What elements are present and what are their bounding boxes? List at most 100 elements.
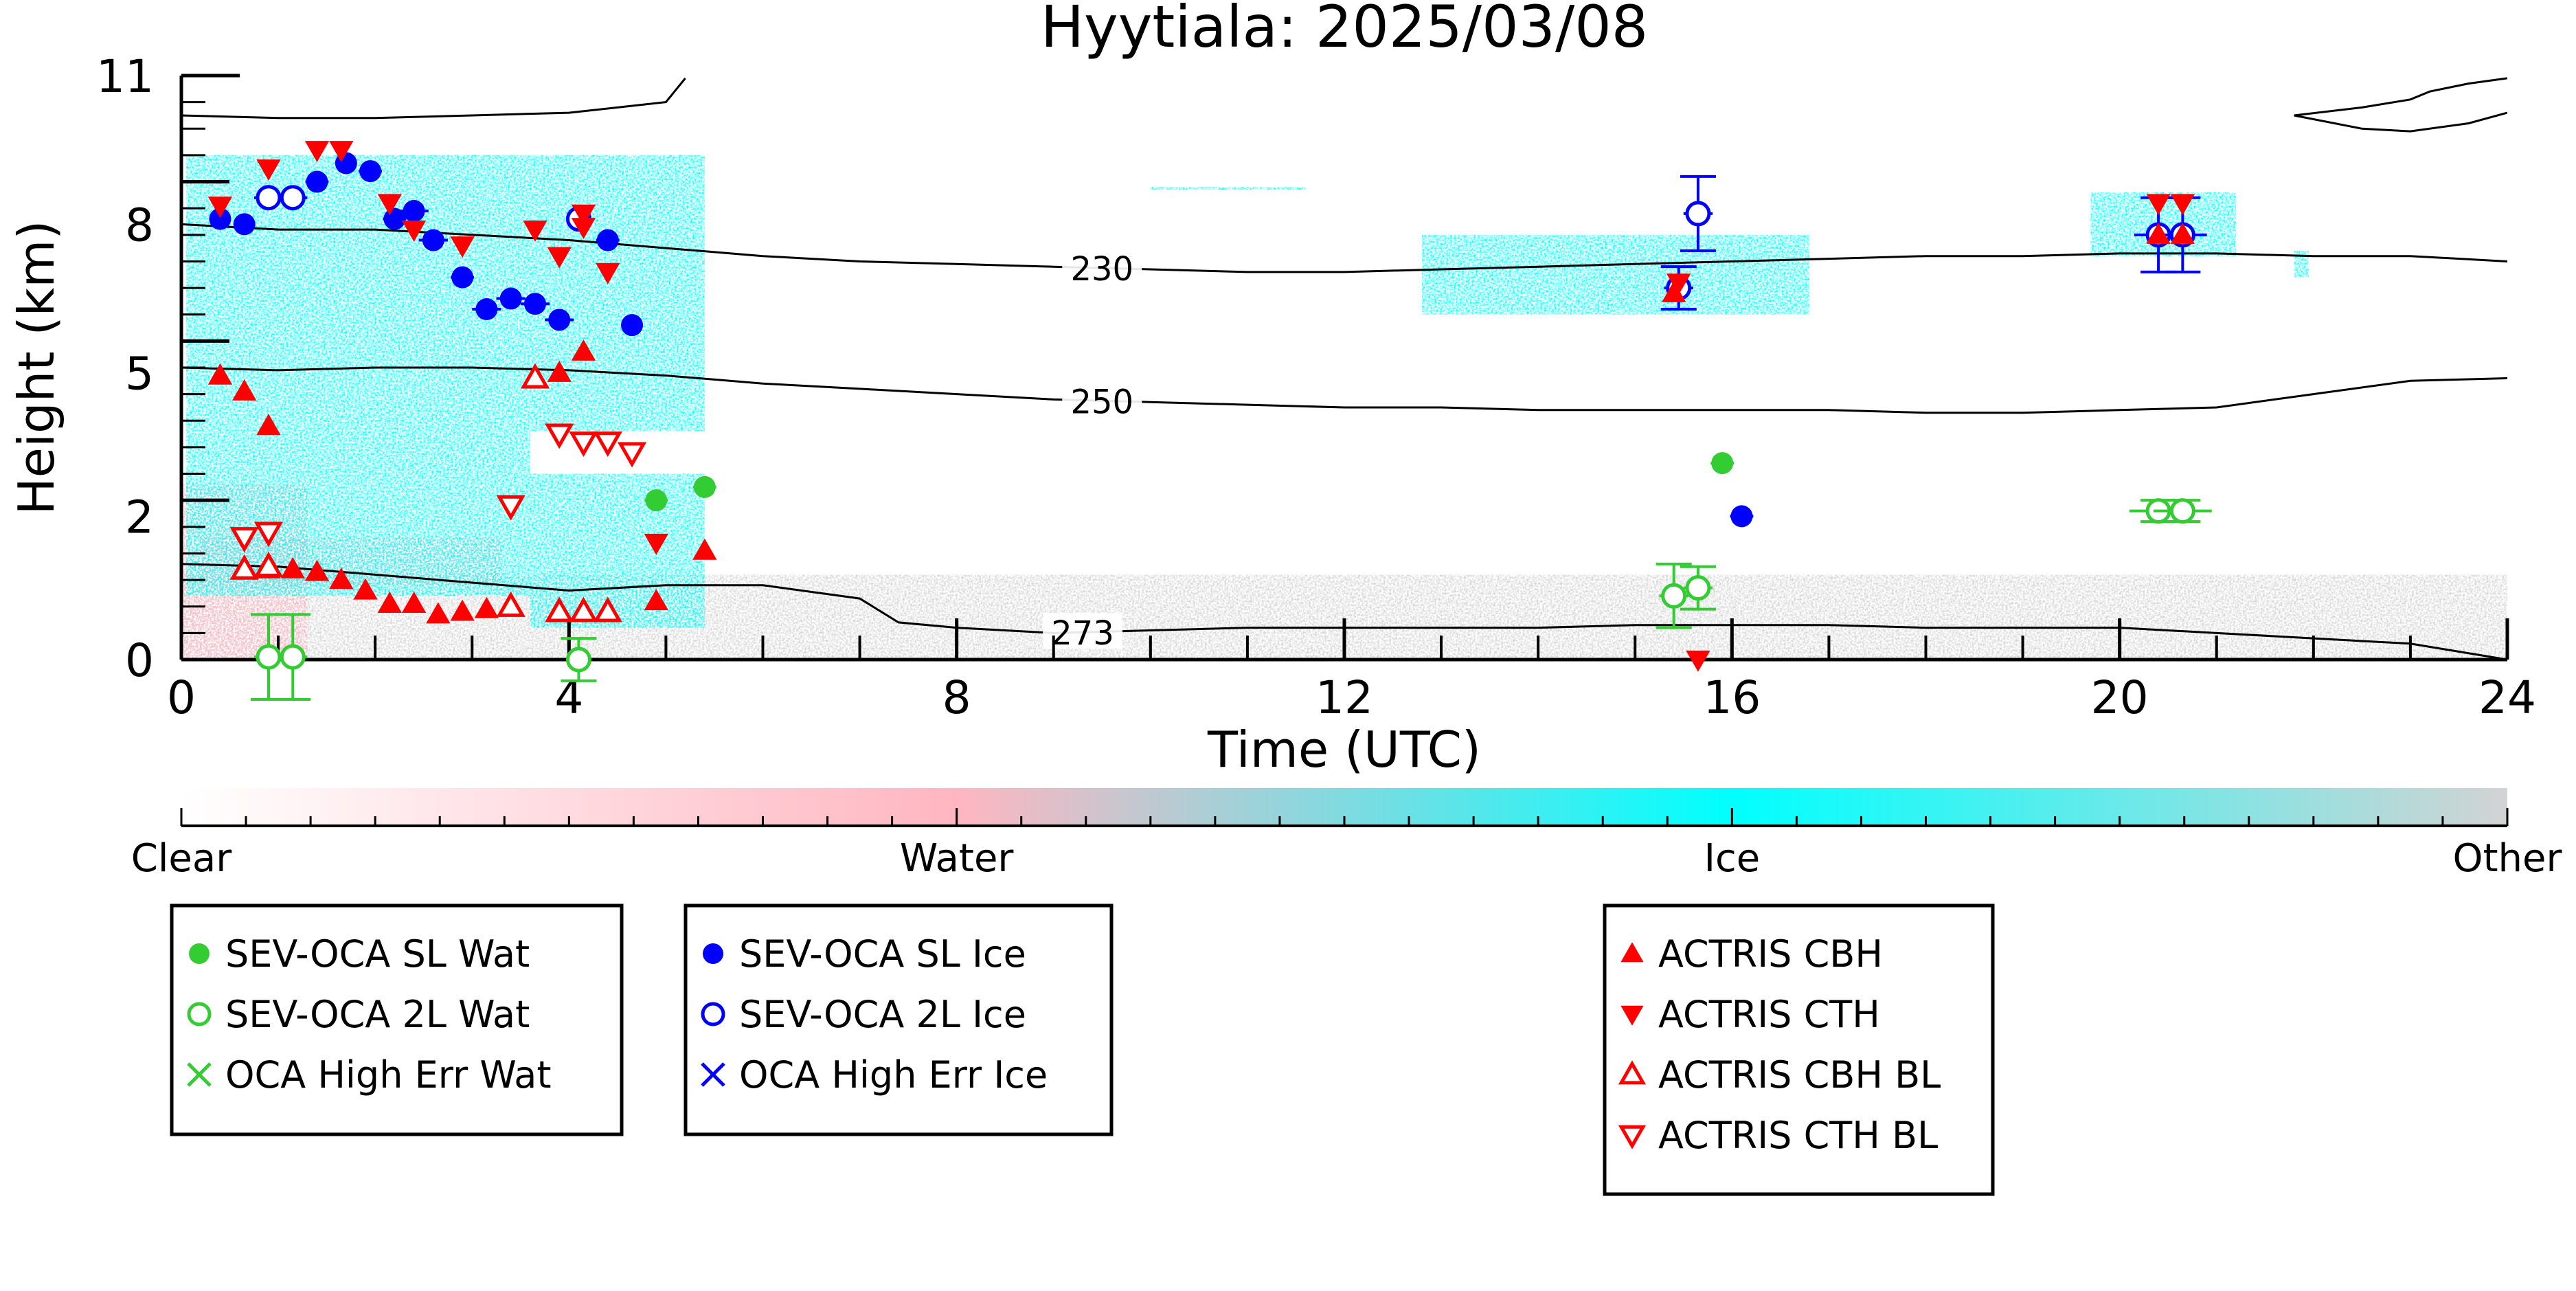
data-point: [596, 262, 620, 284]
contour-label-bg: [1062, 249, 1142, 285]
data-point: [520, 363, 550, 389]
data-point: [229, 527, 259, 553]
data-point: [692, 538, 717, 560]
data-point: [304, 559, 330, 581]
data-point: [571, 339, 596, 361]
series-sev-oca-2l-wat: [250, 498, 2212, 701]
data-point: [229, 554, 259, 580]
legend-label: ACTRIS CTH: [1658, 993, 1880, 1036]
y-tick-label: 11: [96, 50, 154, 103]
legend-marker: [1618, 1125, 1647, 1149]
data-point: [401, 592, 427, 613]
legend-label: ACTRIS CBH BL: [1658, 1053, 1941, 1097]
legend-box: SEV-OCA SL Wat SEV-OCA 2L Wat OCA High Err…: [170, 903, 624, 1136]
data-point: [474, 596, 499, 618]
data-point: [451, 266, 474, 289]
series-actris-cth-bl: [229, 423, 647, 553]
data-point: [593, 596, 622, 622]
data-point: [207, 197, 233, 218]
colorbar-label: Ice: [1704, 836, 1760, 881]
chart-title: Hyytiala: 2025/03/08: [1041, 0, 1648, 60]
y-axis-label: Height (km): [8, 221, 65, 515]
legend-frame: [1603, 903, 1995, 1196]
contour-line: [181, 366, 2507, 414]
y-tick-label: 0: [125, 634, 154, 687]
data-point: [545, 423, 574, 449]
data-point: [403, 200, 425, 223]
contour-line: [181, 77, 686, 120]
data-point: [693, 475, 716, 498]
data-point: [329, 141, 354, 162]
data-point: [621, 314, 644, 337]
x-tick-label: 24: [2478, 671, 2536, 724]
data-point: [450, 599, 475, 621]
data-point: [547, 247, 572, 269]
data-point: [644, 589, 668, 611]
data-point: [569, 596, 598, 622]
data-point: [450, 236, 475, 258]
data-point: [256, 644, 282, 670]
contour-line: [2294, 111, 2507, 133]
data-point: [2146, 223, 2171, 244]
data-point: [548, 308, 571, 331]
legend-label: OCA High Err Wat: [225, 1053, 552, 1097]
data-point: [617, 442, 647, 468]
contour-label-bg: [1043, 613, 1123, 649]
legend-label: ACTRIS CBH: [1658, 932, 1883, 976]
data-point: [329, 568, 354, 590]
data-point: [1711, 452, 1734, 475]
x-tick-label: 16: [1703, 671, 1761, 724]
data-point: [1686, 650, 1710, 672]
data-point: [209, 207, 231, 230]
phase-region-ice: [2294, 251, 2309, 278]
data-point: [426, 602, 451, 624]
legend-marker: [703, 943, 723, 964]
data-point: [523, 220, 547, 242]
data-point: [1667, 273, 1691, 295]
data-point: [377, 592, 402, 613]
legend-marker: [701, 1062, 725, 1087]
y-tick-label: 2: [125, 491, 154, 543]
data-point: [1730, 505, 1753, 528]
data-point: [596, 229, 619, 251]
data-point: [232, 379, 257, 401]
legend-marker: [1620, 1005, 1644, 1026]
data-point: [547, 360, 572, 382]
data-point: [401, 220, 427, 242]
legend-box: ACTRIS CBH ACTRIS CTH ACTRIS CBH BL ACTRIS …: [1603, 903, 1995, 1196]
data-point: [377, 194, 402, 216]
contour-label-bg: [1062, 381, 1142, 418]
data-point: [565, 647, 591, 673]
data-point: [545, 596, 574, 622]
y-tick-label: 5: [125, 348, 154, 401]
x-tick-label: 20: [2091, 671, 2149, 724]
data-point: [475, 298, 498, 320]
data-point: [644, 533, 668, 555]
data-point: [571, 204, 596, 226]
series-actris-cth: [207, 141, 2195, 672]
temperature-contours: 230 250 273: [181, 77, 2507, 660]
data-point: [359, 160, 382, 183]
data-point: [207, 363, 233, 385]
legend-frame: [683, 903, 1114, 1136]
colorbar-label: Water: [900, 836, 1015, 881]
colorbar-label: Other: [2452, 836, 2562, 881]
contour-line: [2294, 77, 2507, 117]
legend-label: SEV-OCA 2L Ice: [739, 993, 1026, 1036]
chart-legends: SEV-OCA SL Wat SEV-OCA 2L Wat OCA High Err…: [170, 903, 1995, 1196]
retrieval-markers: [207, 141, 2212, 701]
legend-frame: [170, 903, 624, 1136]
contour-label: 230: [1070, 250, 1133, 289]
data-point: [256, 185, 282, 211]
data-point: [645, 489, 668, 512]
data-point: [523, 293, 546, 315]
legend-label: OCA High Err Ice: [739, 1053, 1048, 1097]
legend-marker: [187, 1002, 212, 1026]
data-point: [233, 213, 256, 236]
legend-marker: [701, 1002, 725, 1026]
data-point: [496, 591, 526, 617]
phase-colorbar: Clear Water Ice Other: [131, 788, 2562, 881]
